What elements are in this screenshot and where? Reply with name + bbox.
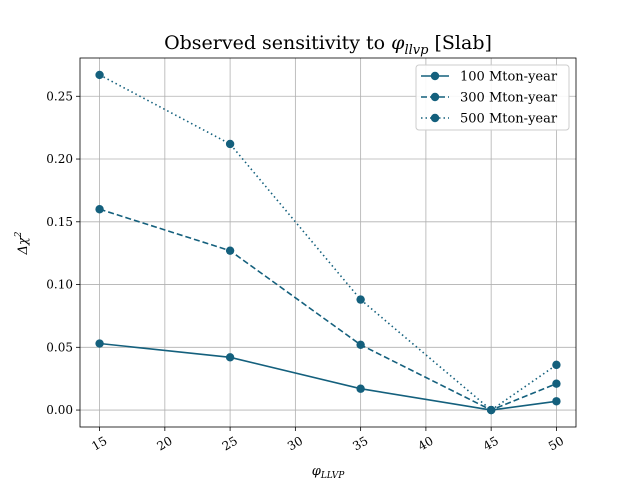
x-tick-label: 15 [89,434,109,454]
data-point [225,353,235,362]
legend-label: 500 Mton-year [460,112,558,127]
data-point [552,397,561,406]
y-axis-label: Δχ2 [14,231,31,255]
y-tick-label: 0.10 [46,278,73,292]
x-tick-label: 45 [481,434,501,454]
x-tick-label: 20 [154,434,174,454]
x-tick-label: 50 [546,434,566,454]
legend-marker [430,71,440,81]
data-point [552,379,561,388]
series-lines [95,70,561,415]
x-axis-ticks: 15 20 25 30 35 40 45 50 [89,427,566,453]
plot-area [79,57,577,428]
data-point [95,205,104,214]
x-tick-label: 25 [220,434,240,454]
data-point [486,405,496,415]
legend-item: 300 Mton-year [421,91,558,106]
data-point [356,295,365,304]
data-point [225,246,235,255]
legend-marker [430,113,440,123]
legend-item: 100 Mton-year [421,70,558,85]
data-point [356,384,365,393]
y-tick-label: 0.00 [46,403,73,417]
data-point [95,339,104,348]
series-3 [95,70,561,415]
y-tick-label: 0.15 [46,215,73,229]
legend-item: 500 Mton-year [421,112,558,127]
x-tick-label: 40 [416,434,436,454]
x-tick-label: 35 [350,434,370,454]
data-point [225,139,235,149]
legend-box [415,64,570,131]
y-axis-ticks: 0.00 0.05 0.10 0.15 0.20 0.25 [46,89,80,417]
x-axis-label: φLLVP [312,464,345,480]
y-tick-label: 0.25 [46,89,73,103]
legend-label: 100 Mton-year [460,70,558,85]
data-point [356,340,365,349]
data-point [95,70,104,80]
chart-title: Observed sensitivity to φllvp [Slab] [164,32,492,58]
y-tick-label: 0.20 [46,152,73,166]
legend-label: 300 Mton-year [460,91,558,106]
x-tick-label: 30 [285,434,305,454]
data-point [552,360,561,370]
legend: 100 Mton-year 300 Mton-year 500 Mton-year [415,64,570,131]
legend-marker [430,92,440,102]
y-tick-label: 0.05 [46,340,73,354]
series-1 [95,339,561,415]
